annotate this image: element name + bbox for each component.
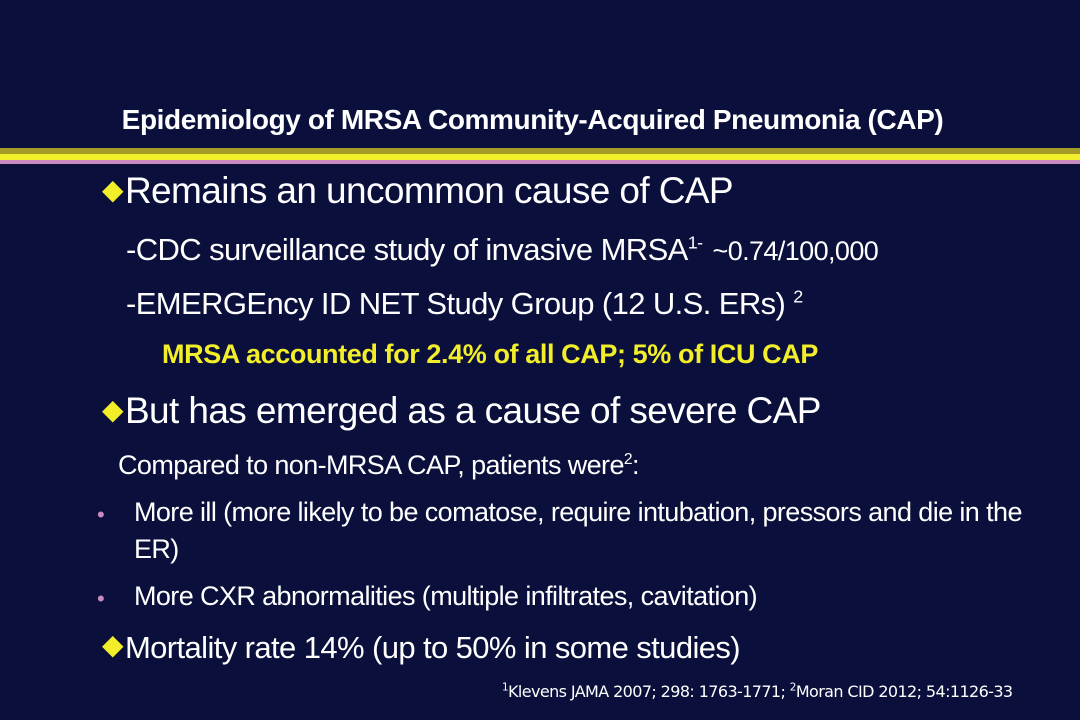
sub-bullet-cdc-text: -CDC surveillance study of invasive MRSA (126, 232, 688, 267)
bullet-2: ◆But has emerged as a cause of severe CA… (102, 390, 821, 432)
dot-bullet-icon: • (97, 502, 105, 527)
point-more-ill-line1: More ill (more likely to be comatose, re… (134, 497, 1022, 527)
diamond-bullet-icon: ◆ (102, 394, 124, 425)
references: 1Klevens JAMA 2007; 298: 1763-1771; 2Mor… (502, 682, 1013, 701)
dot-bullet-icon: • (97, 586, 105, 611)
slide-title: Epidemiology of MRSA Community-Acquired … (121, 104, 944, 135)
point-cxr: More CXR abnormalities (multiple infiltr… (134, 581, 758, 611)
divider-pink (0, 160, 1080, 164)
sub-bullet-emergency-sup: 2 (793, 286, 803, 307)
comparison-intro-text: Compared to non-MRSA CAP, patients were (118, 450, 624, 480)
bullet-3-text: Mortality rate 14% (up to 50% in some st… (124, 630, 741, 665)
sub-bullet-emergency-text: -EMERGEncy ID NET Study Group (12 U.S. E… (126, 286, 786, 321)
ref-sup-2: 2 (789, 681, 797, 694)
divider-yellow (0, 154, 1080, 160)
comparison-intro-end: : (631, 450, 639, 480)
ref-1: Klevens JAMA 2007; 298: 1763-1771; (508, 682, 790, 701)
comparison-intro-sup: 2 (623, 451, 633, 468)
ref-2: Moran CID 2012; 54:1126-33 (795, 682, 1013, 701)
sub-bullet-cdc-sup: 1- (687, 232, 703, 253)
bullet-1-text: Remains an uncommon cause of CAP (124, 170, 734, 211)
ref-sup-1: 1 (502, 681, 509, 694)
highlight-text: MRSA accounted for 2.4% of all CAP; 5% o… (162, 339, 818, 369)
bullet-3: ◆Mortality rate 14% (up to 50% in some s… (102, 628, 741, 666)
sub-bullet-emergency: -EMERGEncy ID NET Study Group (12 U.S. E… (126, 286, 803, 322)
diamond-bullet-icon: ◆ (102, 629, 124, 660)
sub-bullet-cdc-stat: ~0.74/100,000 (712, 236, 879, 266)
divider-olive (0, 148, 1080, 154)
comparison-intro: Compared to non-MRSA CAP, patients were2… (118, 450, 639, 481)
point-more-ill-line2: ER) (134, 534, 179, 564)
bullet-2-text: But has emerged as a cause of severe CAP (124, 390, 821, 431)
bullet-1: ◆Remains an uncommon cause of CAP (102, 170, 734, 212)
diamond-bullet-icon: ◆ (102, 174, 124, 205)
sub-bullet-cdc: -CDC surveillance study of invasive MRSA… (126, 232, 879, 268)
